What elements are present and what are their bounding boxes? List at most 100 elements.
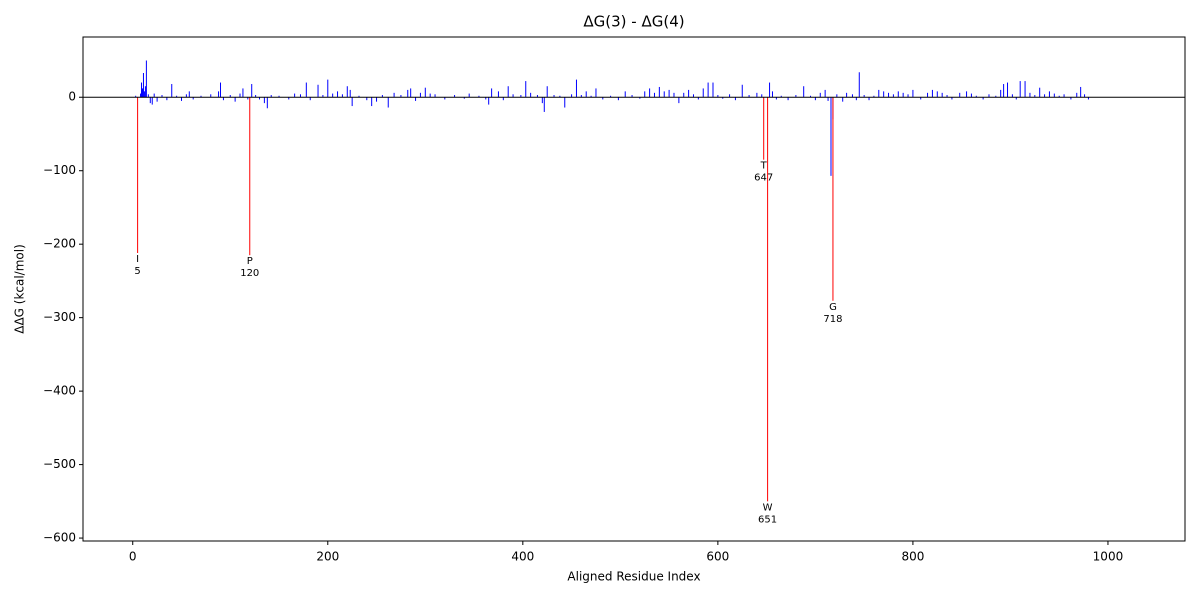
bar — [393, 92, 395, 98]
bar — [819, 92, 821, 98]
bar — [936, 91, 938, 98]
bar — [410, 88, 412, 98]
residue-index: 651 — [758, 514, 777, 525]
bar — [266, 97, 268, 109]
bar — [892, 94, 894, 98]
bar — [602, 97, 604, 100]
bar — [305, 82, 307, 98]
bar — [970, 93, 972, 98]
bar — [497, 91, 499, 98]
bar — [663, 91, 665, 98]
x-tick-label: 200 — [316, 550, 339, 564]
bar — [810, 95, 812, 98]
bar — [858, 72, 860, 98]
bar — [795, 95, 797, 98]
bar — [846, 92, 848, 98]
bar — [907, 94, 909, 98]
bar — [702, 88, 704, 98]
bar — [144, 86, 146, 98]
bar — [920, 97, 922, 100]
bar — [729, 94, 731, 98]
bar — [912, 89, 914, 98]
bar — [317, 84, 319, 98]
bar — [1063, 94, 1065, 98]
bar — [288, 97, 290, 100]
residue-index: 718 — [823, 314, 842, 325]
bar — [1015, 97, 1017, 100]
bar — [234, 97, 236, 102]
residue-index: 5 — [134, 266, 140, 277]
bar — [575, 79, 577, 98]
bar — [873, 95, 875, 98]
bar — [610, 95, 612, 98]
x-tick-label: 0 — [129, 550, 137, 564]
bar — [927, 92, 929, 98]
bar — [454, 95, 456, 98]
highlight-bar — [832, 97, 834, 301]
bar — [327, 79, 329, 98]
bar — [1058, 95, 1060, 98]
highlight-bar — [137, 97, 139, 253]
bar — [863, 95, 865, 98]
bar — [649, 88, 651, 98]
bar — [444, 97, 446, 100]
bar — [658, 86, 660, 98]
bar — [571, 94, 573, 98]
bar — [546, 86, 548, 98]
bar — [631, 95, 633, 98]
bar — [1034, 95, 1036, 98]
bar — [688, 89, 690, 98]
bar — [142, 73, 144, 98]
residue-index: 120 — [240, 268, 259, 279]
bar — [424, 87, 426, 98]
highlight-bar — [763, 97, 765, 160]
bar — [1053, 93, 1055, 98]
bar — [878, 89, 880, 98]
bar — [149, 97, 151, 104]
bar — [756, 92, 758, 98]
bar — [624, 91, 626, 98]
bar — [653, 92, 655, 98]
bar — [585, 91, 587, 98]
bar — [153, 93, 155, 98]
bar — [1076, 92, 1078, 98]
bar — [332, 93, 334, 98]
bar — [145, 60, 147, 98]
bar — [520, 95, 522, 98]
plot-frame — [82, 36, 1186, 542]
bar — [166, 97, 168, 101]
bar — [951, 97, 953, 100]
highlight-bar — [767, 97, 769, 502]
y-axis-label: ΔΔG (kcal/mol) — [13, 244, 27, 334]
bar — [697, 97, 699, 100]
bar — [188, 91, 190, 98]
bar — [553, 95, 555, 98]
bar — [371, 97, 373, 107]
bar — [988, 94, 990, 98]
bar — [559, 95, 561, 98]
bar — [580, 95, 582, 98]
bar — [1024, 81, 1026, 98]
bar — [351, 97, 353, 107]
y-tick-label: −600 — [43, 531, 76, 545]
y-tick-label: 0 — [68, 90, 76, 104]
bar — [263, 97, 265, 104]
bar — [590, 95, 592, 98]
x-tick-label: 800 — [901, 550, 924, 564]
bar — [337, 91, 339, 98]
bar — [1084, 94, 1086, 98]
bar — [1000, 89, 1002, 98]
y-tick-label: −300 — [43, 310, 76, 324]
bar — [851, 94, 853, 98]
bar — [541, 97, 543, 104]
bar — [966, 91, 968, 98]
bar — [1011, 94, 1013, 98]
bar — [1029, 92, 1031, 98]
bar — [229, 95, 231, 98]
bar — [488, 97, 490, 105]
bar — [946, 95, 948, 98]
bar — [185, 94, 187, 98]
bar — [673, 92, 675, 98]
bar — [346, 86, 348, 98]
bar — [564, 97, 566, 108]
